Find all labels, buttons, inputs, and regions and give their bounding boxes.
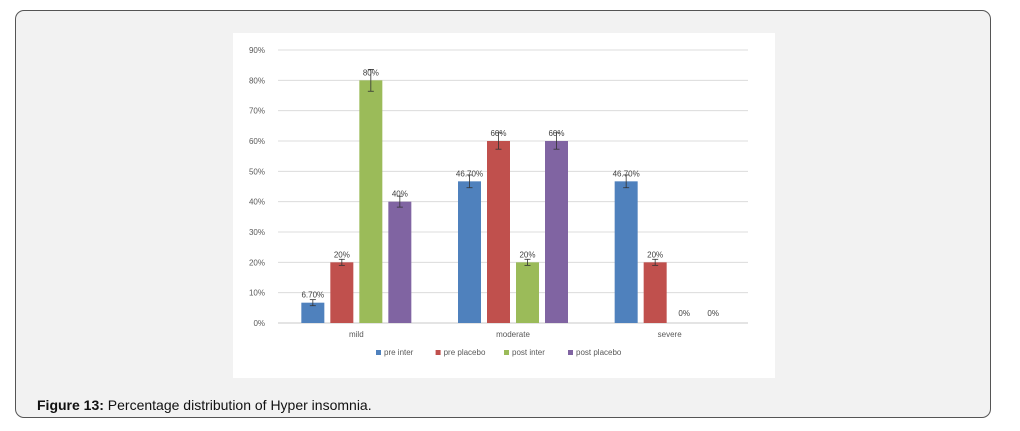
bar (301, 302, 325, 323)
figure-caption: Figure 13: Percentage distribution of Hy… (37, 397, 372, 413)
bar (545, 141, 568, 323)
data-label: 46.70% (456, 169, 483, 178)
bar (330, 262, 354, 323)
bar (359, 80, 383, 323)
legend-label: pre inter (384, 348, 414, 357)
y-tick-label: 80% (249, 76, 265, 85)
data-label: 46.70% (613, 169, 640, 178)
data-label: 60% (490, 129, 506, 138)
y-tick-label: 40% (249, 198, 265, 207)
caption-label: Figure 13: (37, 397, 104, 413)
y-tick-label: 0% (253, 319, 265, 328)
data-label: 40% (392, 190, 408, 199)
bar-chart: 0% 10% 20% 30% 40% 50% 60% 70% 80% 90% 6.70% 20% 80%… (249, 46, 748, 357)
legend-swatch (504, 350, 509, 355)
y-tick-label: 90% (249, 46, 265, 55)
legend-label: post inter (512, 348, 545, 357)
y-tick-label: 70% (249, 107, 265, 116)
caption-text: Percentage distribution of Hyper insomni… (103, 397, 372, 413)
legend-swatch (568, 350, 573, 355)
y-tick-label: 10% (249, 289, 265, 298)
data-label: 60% (548, 129, 564, 138)
data-label: 0% (707, 309, 719, 318)
bar (516, 262, 539, 323)
y-tick-label: 30% (249, 228, 265, 237)
legend-swatch (376, 350, 381, 355)
y-tick-label: 20% (249, 258, 265, 267)
data-label: 20% (334, 250, 350, 259)
data-label: 20% (647, 250, 663, 259)
bar (614, 181, 638, 323)
x-category-label: mild (349, 330, 364, 339)
bar (487, 141, 510, 323)
data-label: 20% (519, 250, 535, 259)
bar (388, 201, 412, 323)
y-tick-label: 50% (249, 167, 265, 176)
y-tick-label: 60% (249, 137, 265, 146)
x-category-label: severe (658, 330, 683, 339)
legend-swatch (435, 350, 441, 355)
bar (643, 262, 667, 323)
data-label: 80% (363, 68, 379, 77)
legend-label: post placebo (576, 348, 622, 357)
data-label: 0% (678, 309, 690, 318)
chart-area: 0% 10% 20% 30% 40% 50% 60% 70% 80% 90% 6.70% 20% 80%… (233, 33, 775, 378)
bar (458, 181, 481, 323)
legend-label: pre placebo (444, 348, 486, 357)
x-category-label: moderate (496, 330, 530, 339)
data-label: 6.70% (301, 291, 324, 300)
